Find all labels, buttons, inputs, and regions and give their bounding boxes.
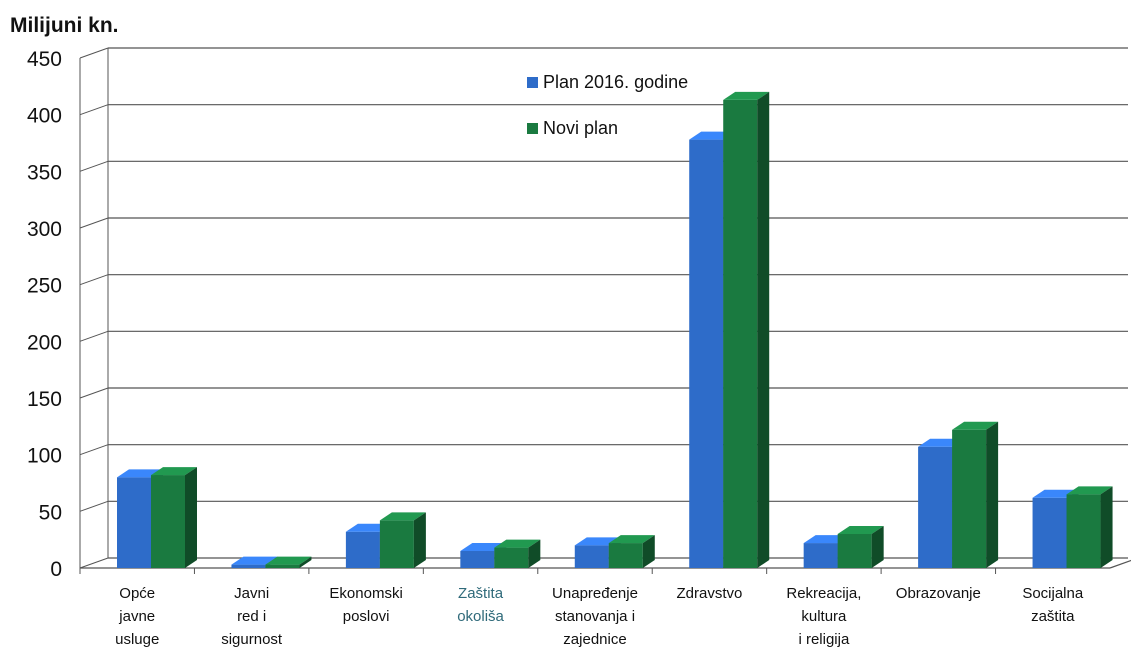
bar-top [952,421,999,430]
y-tick-label: 100 [27,445,62,468]
gridline-depth [79,557,109,569]
x-category-label: Unapređenje stanovanja i zajednice [552,585,638,648]
bar [117,477,151,568]
gridline-depth [79,500,109,512]
bar-side [642,535,655,568]
bar-top [608,535,655,544]
x-category-label: Opće javne usluge [115,585,159,648]
bar [265,564,300,568]
gridline-depth [79,274,109,286]
y-tick-label: 350 [27,161,62,184]
bar [379,520,414,568]
legend-swatch [527,77,538,88]
bar [837,534,872,568]
gridline-depth [79,47,109,59]
legend-label: Novi plan [543,118,618,138]
gridline-depth [79,104,109,116]
bar [1066,494,1101,568]
gridline-depth [79,217,109,229]
floor-edge [1109,559,1131,569]
bar [608,543,643,568]
y-tick-label: 200 [27,331,62,354]
x-category-label: Javni red i sigurnost [221,585,283,648]
gridline-depth [79,330,109,342]
bar-side [185,467,197,568]
y-tick-label: 250 [27,275,62,298]
bar-top [1066,486,1113,495]
bar [803,543,838,568]
y-axis-label: Milijuni kn. [10,14,119,37]
bar-top [151,467,197,476]
bar-side [986,421,999,568]
x-category-label: Ekonomski poslovi [329,585,402,625]
bar [151,475,185,568]
legend-label: Plan 2016. godine [543,72,688,92]
bar-side [299,556,312,568]
bar-side [757,91,770,568]
bar-top [837,526,884,534]
bar [689,139,724,568]
bar [952,429,987,568]
y-tick-label: 50 [39,501,62,524]
y-tick-label: 450 [27,48,62,71]
x-category-label: Obrazovanje [896,585,981,602]
y-tick-label: 300 [27,218,62,241]
bar-top [723,91,770,100]
gridline-depth [79,160,109,172]
x-category-label: Zdravstvo [677,585,743,602]
bar [460,551,495,568]
bar-side [528,539,541,568]
bar [231,564,266,568]
y-tick-label: 400 [27,105,62,128]
bar [574,545,609,568]
bar [918,446,953,568]
bar-top [379,512,426,521]
gridline-depth [79,444,109,456]
x-category-label: Zaštita okoliša [457,585,504,625]
bar-side [1100,486,1113,568]
bar-top [231,556,278,565]
bar-side [871,526,884,568]
x-category-label: Rekreacija, kultura i religija [786,585,861,648]
bar-top [494,539,541,548]
y-tick-label: 150 [27,388,62,411]
gridline-depth [79,387,109,399]
legend-swatch [527,123,538,134]
bar [345,531,380,568]
bar [494,547,529,568]
bar [723,99,758,568]
y-tick-label: 0 [50,558,62,581]
bar-side [413,512,426,568]
x-category-label: Socijalna zaštita [1022,585,1084,625]
bar [1032,497,1067,568]
bar-top [265,556,312,565]
